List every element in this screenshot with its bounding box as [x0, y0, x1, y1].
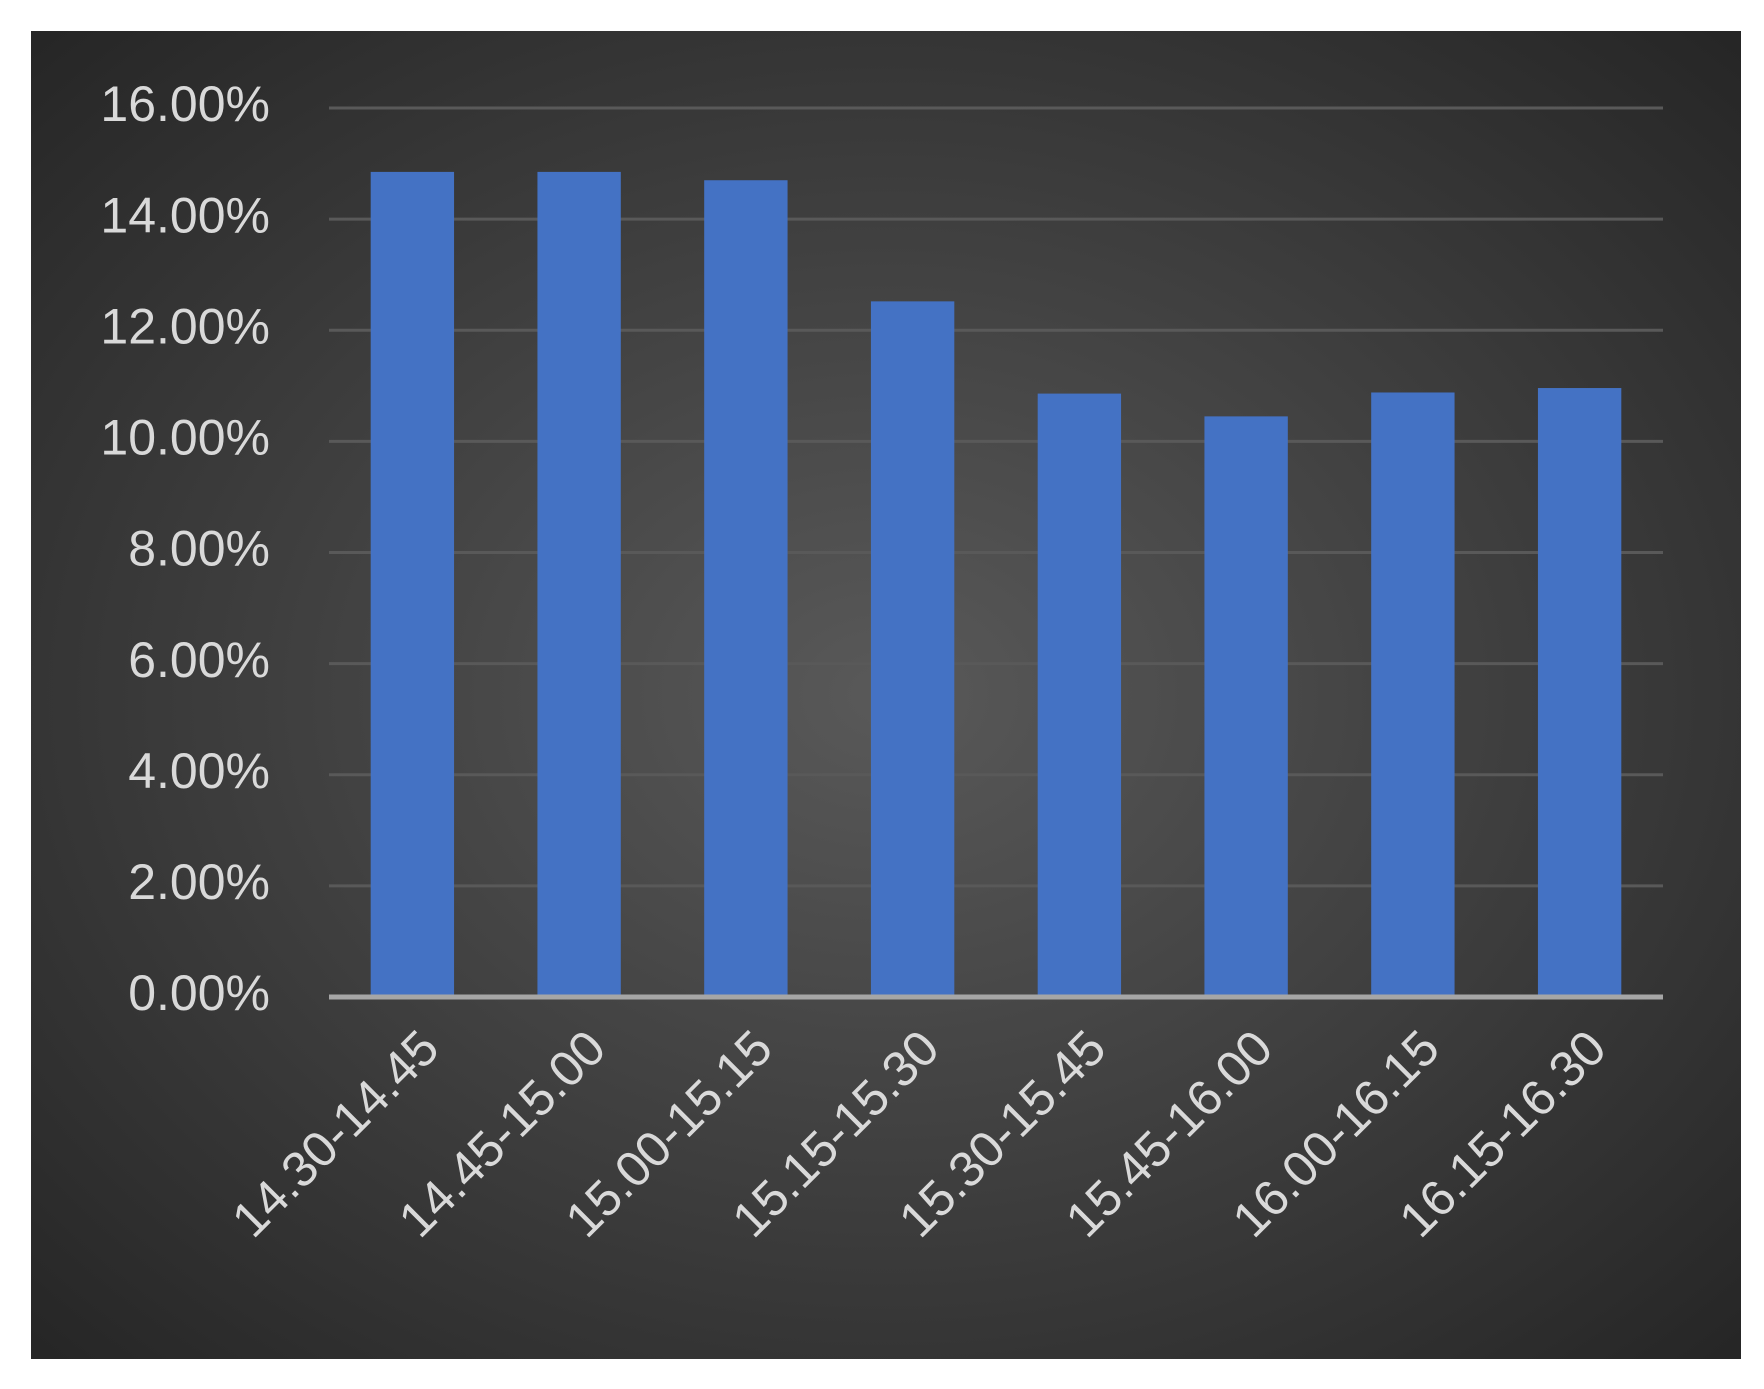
bar — [370, 171, 455, 998]
bar — [1037, 393, 1122, 997]
bar — [870, 301, 955, 997]
bar — [537, 171, 621, 998]
y-tick-label: 0.00% — [128, 965, 270, 1021]
y-tick-label: 16.00% — [100, 76, 270, 132]
y-tick-label: 10.00% — [100, 410, 270, 466]
y-tick-label: 4.00% — [128, 743, 270, 799]
bar — [1371, 392, 1455, 998]
y-tick-label: 8.00% — [128, 521, 270, 577]
y-tick-label: 14.00% — [100, 187, 270, 243]
y-tick-label: 2.00% — [128, 854, 270, 910]
bar — [1537, 388, 1622, 997]
y-tick-label: 6.00% — [128, 632, 270, 688]
bar — [704, 180, 788, 997]
y-tick-label: 12.00% — [100, 298, 270, 354]
bar — [1204, 416, 1288, 997]
